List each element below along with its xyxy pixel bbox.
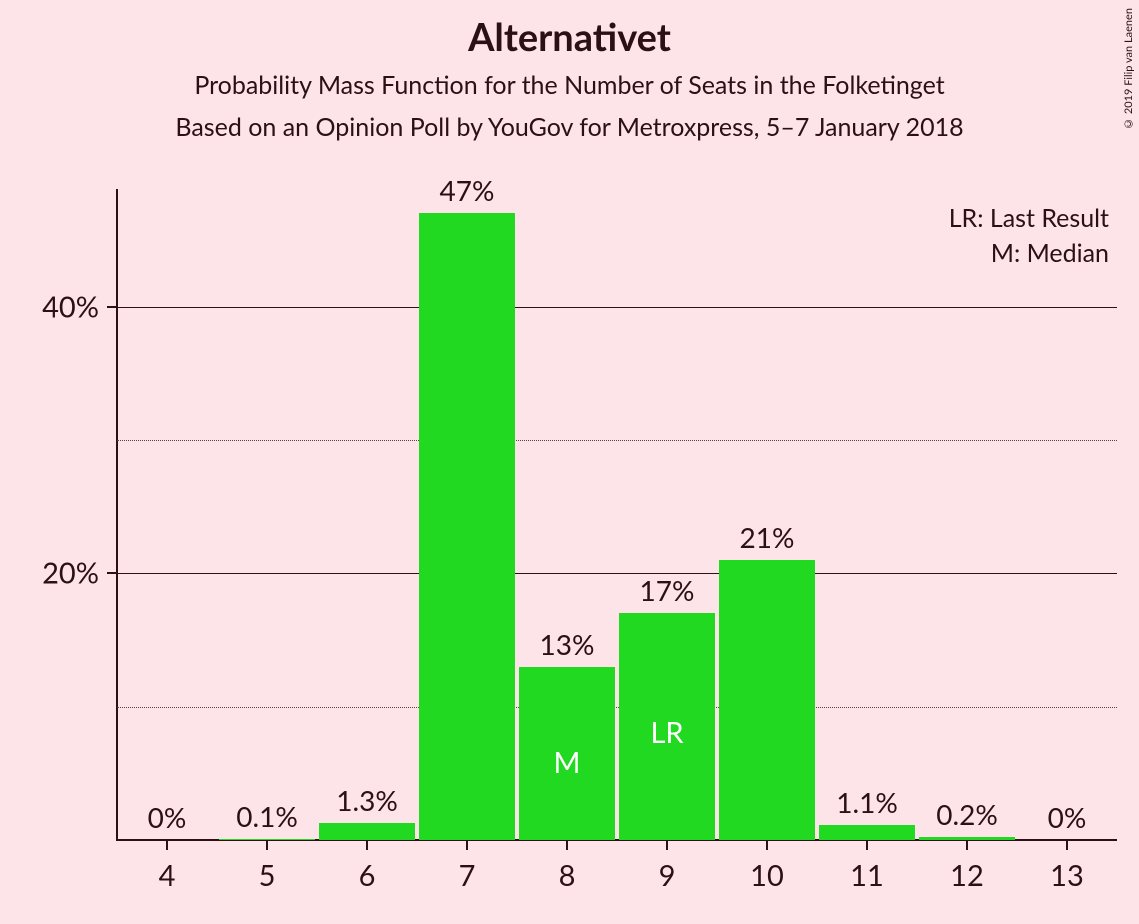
bar-marker-label: LR: [650, 715, 683, 750]
x-axis-label: 12: [950, 858, 984, 893]
y-axis-label: 40%: [42, 289, 99, 324]
bar: [419, 213, 515, 840]
y-axis-line: [116, 189, 118, 840]
y-tick: [107, 572, 117, 574]
bar: [319, 823, 415, 840]
y-axis-label: 20%: [42, 556, 99, 591]
x-tick: [1066, 840, 1068, 850]
y-tick: [107, 306, 117, 308]
grid-major: [117, 307, 1117, 308]
chart-subtitle-2: Based on an Opinion Poll by YouGov for M…: [0, 112, 1139, 142]
chart-title: Alternativet: [0, 0, 1139, 60]
bar: [819, 825, 915, 840]
x-axis-label: 8: [559, 858, 576, 893]
bar-marker-label: M: [554, 745, 581, 780]
bar-value-label: 21%: [740, 520, 795, 554]
bar-value-label: 0%: [148, 800, 187, 834]
x-tick: [866, 840, 868, 850]
bar-value-label: 0.2%: [936, 797, 998, 831]
x-axis-label: 11: [850, 858, 884, 893]
x-axis-label: 6: [359, 858, 376, 893]
x-tick: [966, 840, 968, 850]
bar-value-label: 17%: [640, 573, 695, 607]
x-tick: [666, 840, 668, 850]
bar-value-label: 0.1%: [236, 799, 298, 833]
x-axis-label: 5: [259, 858, 276, 893]
x-axis-label: 9: [659, 858, 676, 893]
x-tick: [466, 840, 468, 850]
x-tick: [566, 840, 568, 850]
copyright-text: © 2019 Filip van Laenen: [1122, 8, 1135, 130]
grid-minor: [117, 440, 1117, 441]
bar: [719, 560, 815, 840]
x-axis-label: 4: [159, 858, 176, 893]
bar-value-label: 13%: [540, 627, 595, 661]
grid-major: [117, 573, 1117, 574]
x-axis-label: 13: [1050, 858, 1084, 893]
x-axis-label: 7: [459, 858, 476, 893]
bar-value-label: 47%: [440, 173, 495, 207]
x-tick: [166, 840, 168, 850]
bar-value-label: 1.1%: [836, 785, 898, 819]
chart-subtitle-1: Probability Mass Function for the Number…: [0, 70, 1139, 100]
plot-area: 20%40%0%40.1%51.3%647%713%M817%LR921%101…: [117, 200, 1117, 840]
chart-root: Alternativet Probability Mass Function f…: [0, 0, 1139, 924]
x-tick: [766, 840, 768, 850]
x-axis-label: 10: [750, 858, 784, 893]
x-tick: [266, 840, 268, 850]
grid-minor: [117, 707, 1117, 708]
x-tick: [366, 840, 368, 850]
bar-value-label: 0%: [1048, 800, 1087, 834]
titles-block: Alternativet Probability Mass Function f…: [0, 0, 1139, 142]
bar-value-label: 1.3%: [336, 783, 398, 817]
